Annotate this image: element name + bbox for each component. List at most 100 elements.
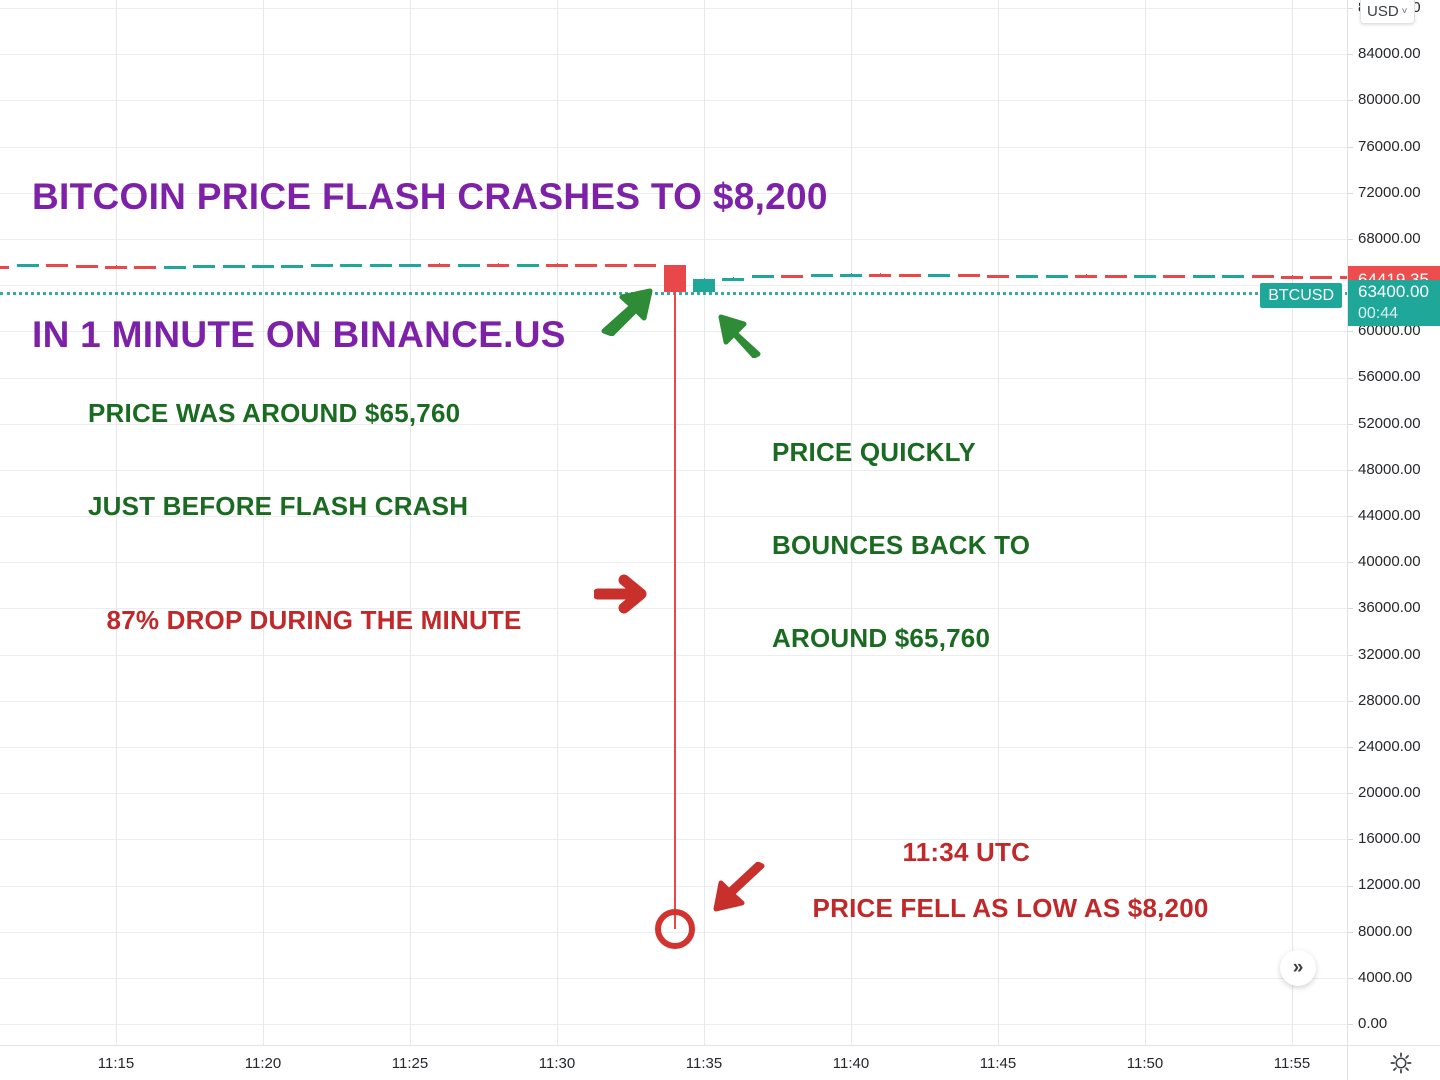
bounce-line-1: PRICE QUICKLY [772, 437, 976, 467]
price-tick-label: 44000.00 [1358, 507, 1421, 524]
candle-body [634, 264, 657, 268]
horizontal-gridline [0, 54, 1348, 56]
candle-body [1222, 275, 1245, 279]
candlestick [340, 0, 363, 1046]
price-tick-mark [1348, 839, 1353, 841]
vertical-gridline [1292, 0, 1293, 1046]
candle-body [516, 263, 539, 267]
candlestick [399, 0, 421, 1046]
price-tick-label: 72000.00 [1358, 183, 1421, 201]
scroll-to-realtime-button[interactable]: » [1280, 950, 1316, 986]
candle-body [340, 264, 363, 268]
candlestick [810, 0, 833, 1046]
candlestick [516, 0, 539, 1046]
horizontal-gridline [0, 1024, 1348, 1025]
drop-percent-text: 87% DROP DURING THE MINUTE [106, 605, 522, 635]
price-tick-mark [1348, 516, 1353, 517]
candlestick [722, 0, 745, 1046]
time-tick-label: 11:40 [832, 1055, 870, 1072]
candlestick [487, 0, 510, 1046]
price-tick-label: 52000.00 [1358, 414, 1421, 432]
time-scale-separator [1347, 1046, 1348, 1080]
pre-crash-annotation: PRICE WAS AROUND $65,760 JUST BEFORE FLA… [88, 336, 468, 584]
headline-line-1: BITCOIN PRICE FLASH CRASHES TO $8,200 [32, 176, 828, 217]
price-tick-label: 48000.00 [1358, 460, 1421, 478]
vertical-gridline [851, 0, 852, 1046]
candlestick [163, 0, 186, 1046]
candlestick [0, 0, 10, 1046]
price-tick-label: 4000.00 [1358, 968, 1413, 986]
horizontal-gridline [0, 146, 1348, 148]
candlestick [1134, 0, 1156, 1046]
time-scale[interactable]: 11:15 11:20 11:25 11:30 11:35 11:40 11:45 11:50… [0, 1045, 1440, 1080]
bounce-line-3: AROUND $65,760 [772, 623, 991, 653]
candlestick [1192, 0, 1215, 1046]
red-arrow-down-left-icon [713, 862, 765, 912]
candle-body [457, 263, 480, 267]
price-tick-label: 12000.00 [1358, 876, 1421, 894]
time-tick-label: 11:20 [244, 1055, 282, 1072]
candlestick [781, 0, 804, 1046]
crash-low-marker-circle [654, 909, 695, 950]
candle-body [105, 265, 127, 269]
currency-dropdown-button[interactable]: USD ˅ [1360, 0, 1415, 24]
candle-body [1192, 275, 1215, 279]
candle-body [1045, 274, 1068, 278]
price-tick-mark [1348, 469, 1353, 471]
price-tick-label: 0.00 [1358, 1015, 1388, 1032]
candlestick [105, 0, 127, 1046]
candle-body [0, 265, 10, 269]
candlestick [281, 0, 304, 1046]
currency-label: USD [1367, 2, 1399, 20]
candlestick [1251, 0, 1274, 1046]
price-tick-mark [1348, 331, 1353, 333]
price-tick-mark [1348, 238, 1353, 240]
candle-body [46, 264, 69, 268]
crash-candle-lower-wick [673, 292, 676, 930]
candlestick [428, 0, 451, 1046]
price-tick-label: 60000.00 [1358, 322, 1421, 340]
green-arrow-up-right-icon [601, 288, 653, 336]
candlestick [222, 0, 245, 1046]
candle-body [751, 274, 774, 278]
vertical-gridline [557, 0, 558, 1046]
candle-body [1016, 274, 1039, 278]
chart-settings-gear-icon[interactable] [1390, 1052, 1412, 1074]
low-price-annotation: PRICE FELL AS LOW AS $8,200 [768, 862, 1209, 955]
candlestick [928, 0, 951, 1046]
candlestick [898, 0, 921, 1046]
time-tick-label: 11:55 [1273, 1055, 1311, 1072]
pre-crash-line-2: JUST BEFORE FLASH CRASH [88, 491, 469, 521]
price-tick-mark [1348, 100, 1353, 102]
price-tick-label: 16000.00 [1358, 830, 1421, 848]
time-tick-label: 11:30 [538, 1055, 576, 1072]
candle-body [722, 277, 745, 281]
price-tick-mark [1348, 192, 1353, 194]
candle-body [1281, 275, 1303, 279]
candlestick [1222, 0, 1245, 1046]
price-tick-mark [1348, 562, 1353, 564]
candle-body [75, 265, 98, 269]
candlestick [1163, 0, 1186, 1046]
price-tick-mark [1348, 377, 1353, 379]
candle-body [869, 273, 892, 277]
symbol-badge[interactable]: BTCUSD [1260, 283, 1342, 308]
vertical-gridline [263, 0, 264, 1046]
price-tick-label: 20000.00 [1358, 784, 1421, 802]
candle-body [546, 263, 568, 267]
price-tick-mark [1348, 146, 1353, 148]
price-tick-mark [1348, 54, 1353, 56]
vertical-gridline [1145, 0, 1146, 1046]
green-arrow-up-left-icon [718, 314, 761, 358]
candle-body [1163, 275, 1186, 279]
candle-body [987, 274, 1009, 278]
price-tick-label: 56000.00 [1358, 368, 1421, 386]
price-scale[interactable]: 88000.0084000.0080000.0076000.0072000.00… [1347, 0, 1440, 1046]
horizontal-gridline [0, 8, 1348, 9]
candlestick [575, 0, 598, 1046]
candlestick [1281, 0, 1303, 1046]
price-tick-label: 8000.00 [1358, 922, 1413, 940]
time-tick-label: 11:25 [391, 1055, 429, 1072]
chart-plot-area[interactable]: BITCOIN PRICE FLASH CRASHES TO $8,200 IN… [0, 0, 1348, 1046]
